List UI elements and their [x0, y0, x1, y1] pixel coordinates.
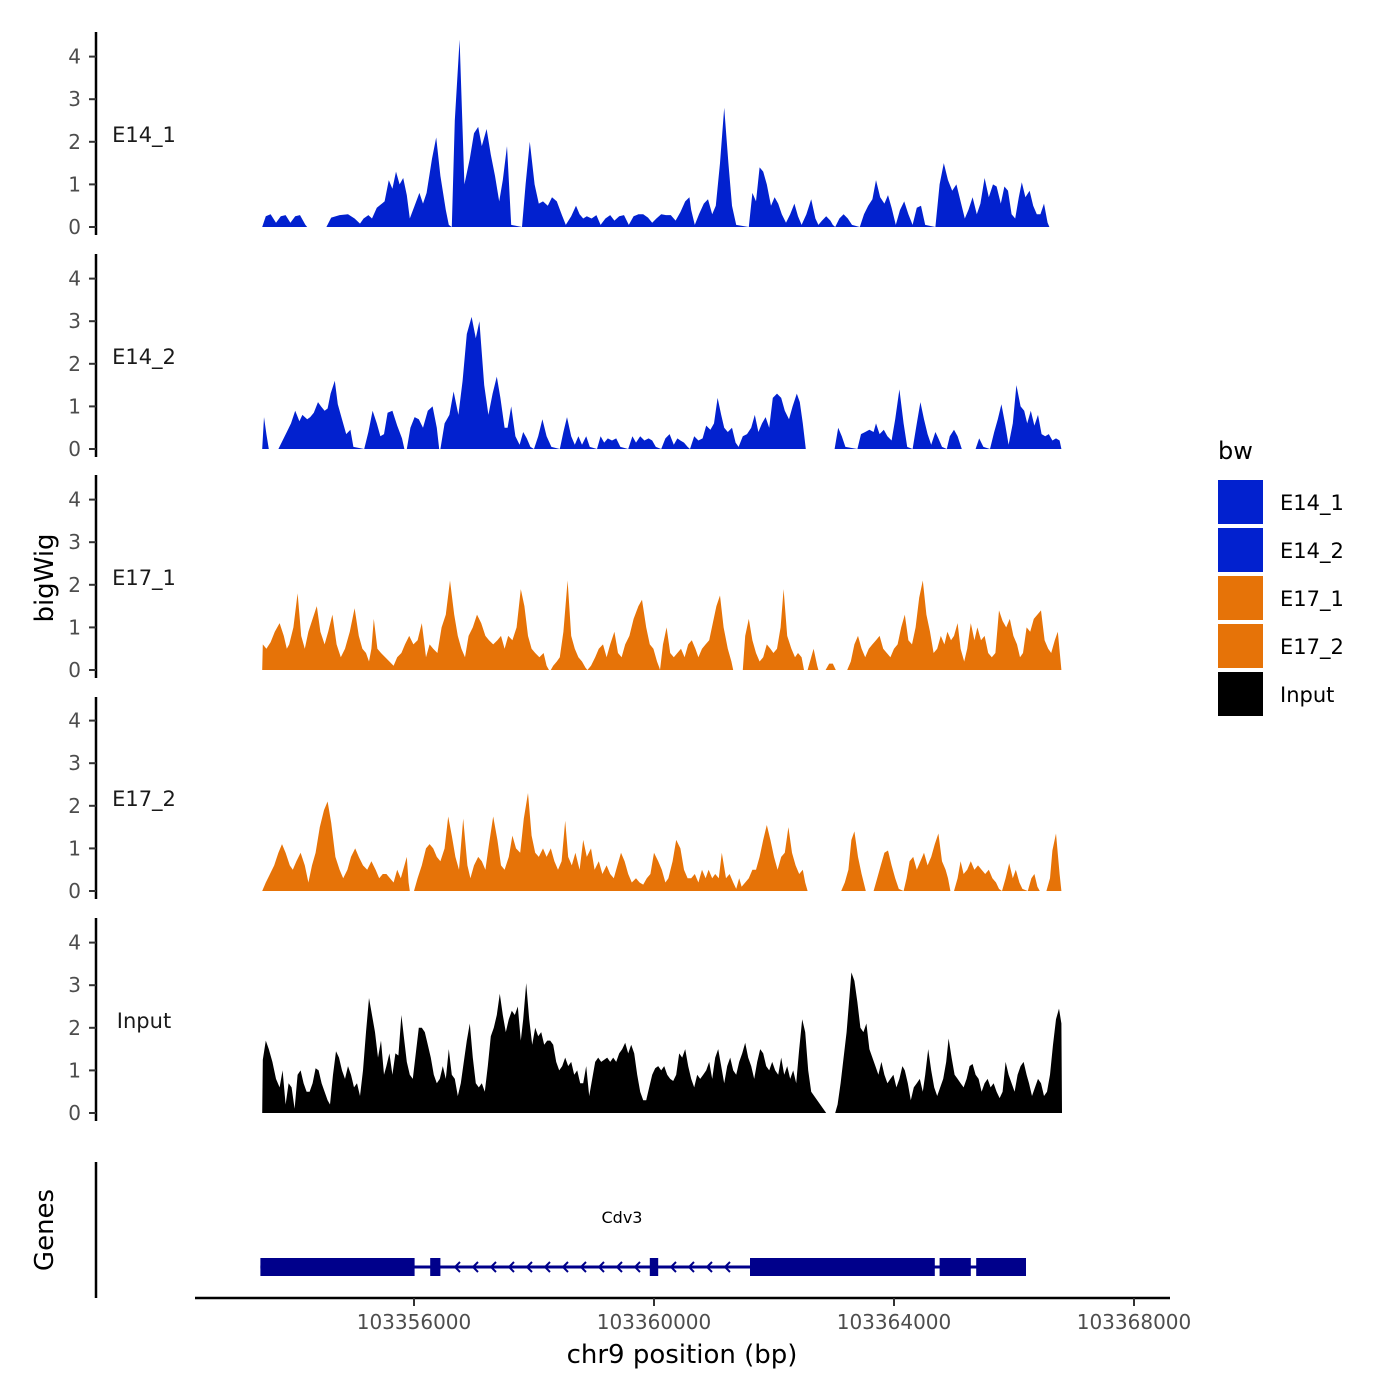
y-tick-label: 0 [68, 437, 81, 461]
coverage-area-E17_1 [262, 580, 1062, 670]
coverage-area-E14_2 [262, 316, 1062, 449]
strand-arrow [615, 1261, 623, 1273]
y-tick-label: 1 [68, 836, 81, 860]
gene-exon [976, 1258, 1026, 1276]
y-tick-label: 2 [68, 130, 81, 154]
x-tick-label: 103360000 [597, 1310, 712, 1334]
track-label: E14_2 [112, 345, 176, 370]
legend-label: E17_1 [1280, 587, 1344, 612]
strand-arrow [723, 1261, 731, 1273]
y-tick-label: 1 [68, 1058, 81, 1082]
y-tick-label: 2 [68, 1016, 81, 1040]
legend-key-Input [1218, 672, 1263, 716]
strand-arrow [453, 1261, 461, 1273]
y-tick-label: 4 [68, 709, 81, 733]
strand-arrow [507, 1261, 515, 1273]
legend-key-E17_2 [1218, 624, 1263, 668]
strand-arrow [579, 1261, 587, 1273]
legend-key-E14_2 [1218, 528, 1263, 572]
gene-exon [750, 1258, 935, 1276]
strand-arrow [633, 1261, 641, 1273]
x-tick-label: 103368000 [1077, 1310, 1192, 1334]
strand-arrow [669, 1261, 677, 1273]
y-tick-label: 1 [68, 172, 81, 196]
y-tick-label: 0 [68, 215, 81, 239]
genes-track: Genes Cdv3 [30, 1162, 1026, 1298]
strand-arrow [543, 1261, 551, 1273]
strand-arrow [561, 1261, 569, 1273]
track-label: E14_1 [112, 123, 176, 148]
track-panel-E17_2: 0 1 2 3 4 E17_2 [68, 697, 1062, 903]
y-tick-label: 3 [68, 87, 81, 111]
genes-track-title: Genes [30, 1189, 60, 1271]
y-tick-label: 3 [68, 751, 81, 775]
x-tick-label: 103356000 [357, 1310, 472, 1334]
legend-label: E14_2 [1280, 539, 1344, 564]
y-tick-label: 2 [68, 573, 81, 597]
strand-arrow [687, 1261, 695, 1273]
legend-key-E14_1 [1218, 480, 1263, 524]
y-tick-label: 1 [68, 394, 81, 418]
legend-label: E17_2 [1280, 635, 1344, 660]
coverage-area-E14_1 [262, 39, 1050, 227]
y-tick-label: 3 [68, 973, 81, 997]
y-tick-label: 0 [68, 879, 81, 903]
strand-arrow [489, 1261, 497, 1273]
x-axis: 103356000 103360000 103364000 103368000 [195, 1296, 1192, 1334]
gene-exon [649, 1258, 659, 1276]
y-tick-label: 3 [68, 530, 81, 554]
gene-exon [260, 1258, 415, 1276]
y-tick-label: 3 [68, 309, 81, 333]
y-tick-label: 4 [68, 45, 81, 69]
coverage-area-E17_2 [262, 793, 1062, 891]
gene-model [260, 1258, 1026, 1276]
coverage-area-Input [262, 972, 1062, 1113]
y-tick-label: 4 [68, 931, 81, 955]
strand-arrow [705, 1261, 713, 1273]
track-panel-E14_2: 0 1 2 3 4 E14_2 [68, 254, 1062, 461]
y-tick-label: 2 [68, 794, 81, 818]
y-tick-label: 2 [68, 352, 81, 376]
legend: bw E14_1 E14_2 E17_1 E17_2 Input [1218, 437, 1344, 716]
track-label: Input [117, 1009, 171, 1033]
track-panel-E14_1: 0 1 2 3 4 E14_1 [68, 32, 1050, 239]
legend-title: bw [1218, 437, 1253, 465]
legend-key-E17_1 [1218, 576, 1263, 620]
legend-label: E14_1 [1280, 491, 1344, 516]
strand-arrow [597, 1261, 605, 1273]
gene-label: Cdv3 [602, 1208, 643, 1227]
track-label: E17_1 [112, 566, 176, 591]
track-panel-E17_1: 0 1 2 3 4 E17_1 [68, 475, 1062, 682]
track-label: E17_2 [112, 787, 176, 812]
y-tick-label: 0 [68, 1101, 81, 1125]
y-axis-title: bigWig [30, 533, 60, 622]
gene-exon [430, 1258, 441, 1276]
strand-arrow [471, 1261, 479, 1273]
legend-label: Input [1280, 683, 1334, 707]
y-tick-label: 4 [68, 267, 81, 291]
y-tick-label: 4 [68, 488, 81, 512]
y-tick-label: 0 [68, 658, 81, 682]
strand-arrow [525, 1261, 533, 1273]
x-tick-label: 103364000 [837, 1310, 952, 1334]
gene-exon [939, 1258, 971, 1276]
y-tick-label: 1 [68, 615, 81, 639]
x-axis-title: chr9 position (bp) [567, 1340, 798, 1370]
track-panel-Input: 0 1 2 3 4 Input [68, 918, 1062, 1125]
